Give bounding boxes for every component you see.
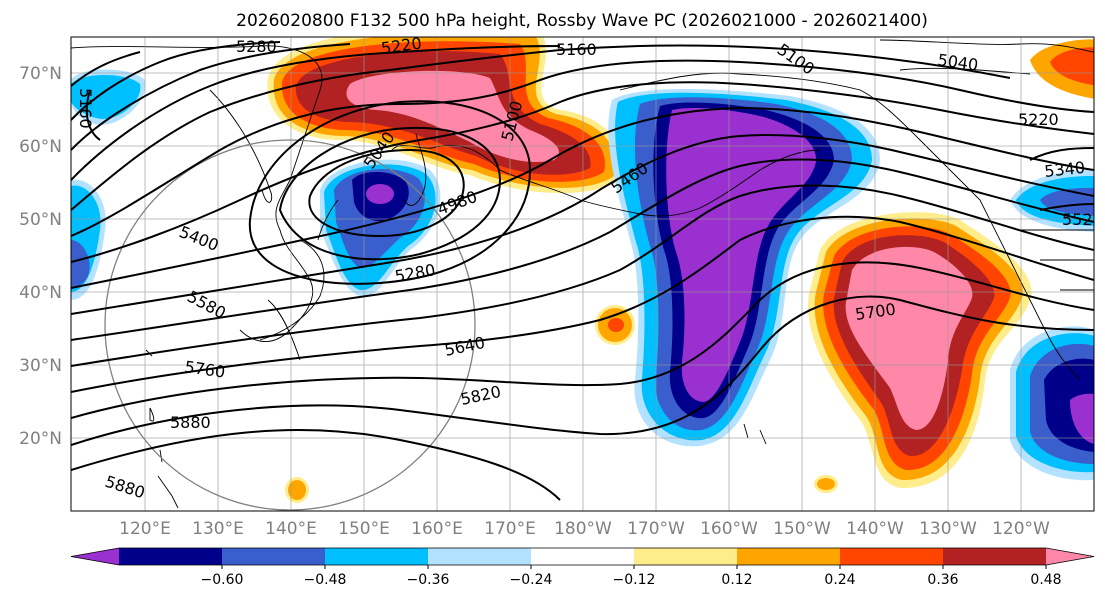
- lon-tick-label: 140°W: [846, 519, 904, 539]
- colorbar-swatch: [222, 548, 326, 565]
- colorbar-extend-max: [1046, 548, 1094, 565]
- height-contours: [71, 41, 1094, 501]
- lon-tick-label: 180°W: [554, 519, 612, 539]
- lat-tick-label: 20°N: [19, 429, 62, 449]
- colorbar-swatch: [737, 548, 841, 565]
- lat-tick-label: 50°N: [19, 210, 62, 230]
- contour-label: 5280: [236, 37, 277, 56]
- lat-tick-label: 60°N: [19, 137, 62, 157]
- negative-anomaly-west: [320, 159, 441, 297]
- colorbar-swatch: [428, 548, 532, 565]
- colorbar-swatch: [531, 548, 635, 565]
- colorbar-tick-label: −0.60: [201, 572, 244, 588]
- lon-tick-label: 170°W: [627, 519, 685, 539]
- lon-tick-label: 150°E: [338, 519, 390, 539]
- colorbar-tick-label: −0.36: [407, 572, 450, 588]
- contour-label: 5220: [1018, 110, 1059, 129]
- colorbar-outline: [70, 547, 1095, 566]
- lon-tick-label: 130°E: [192, 519, 244, 539]
- lon-tick-label: 120°E: [119, 519, 171, 539]
- colorbar-tick-label: −0.12: [613, 572, 656, 588]
- colorbar-tick-label: 0.48: [1030, 572, 1061, 588]
- contour-label: 5520: [1062, 210, 1103, 229]
- contour-label: 5220: [380, 33, 423, 57]
- colorbar-extend-min: [71, 548, 119, 565]
- lon-tick-label: 160°W: [700, 519, 758, 539]
- colorbar-swatch: [840, 548, 944, 565]
- lon-tick-label: 170°E: [484, 519, 536, 539]
- colorbar-tick-label: 0.24: [824, 572, 855, 588]
- latitude-ticks: 70°N 60°N 50°N 40°N 30°N 20°N: [19, 64, 62, 449]
- lat-tick-label: 30°N: [19, 356, 62, 376]
- lat-tick-label: 70°N: [19, 64, 62, 84]
- gridlines: [71, 37, 1094, 511]
- colorbar: −0.60 −0.48 −0.36 −0.24 −0.12 0.12 0.24 0.36 0.4…: [70, 547, 1095, 588]
- contour-label: 5160: [76, 88, 95, 129]
- colorbar-swatch: [943, 548, 1047, 565]
- colorbar-swatch: [119, 548, 223, 565]
- colorbar-tick-label: −0.48: [304, 572, 347, 588]
- longitude-ticks: 120°E 130°E 140°E 150°E 160°E 170°E 180°…: [119, 519, 1050, 539]
- lon-tick-label: 130°W: [919, 519, 977, 539]
- colorbar-swatch: [325, 548, 429, 565]
- lon-tick-label: 120°W: [992, 519, 1050, 539]
- colorbar-swatch: [634, 548, 738, 565]
- map-frame: [70, 36, 1095, 512]
- colorbar-tick-label: 0.36: [927, 572, 958, 588]
- contour-label: 5340: [1043, 158, 1085, 181]
- negative-anomaly-edges: [71, 69, 1094, 481]
- lon-tick-label: 160°E: [411, 519, 463, 539]
- region-circle: [104, 139, 476, 511]
- colorbar-tick-label: 0.12: [721, 572, 752, 588]
- positive-anomaly-northeast: [1030, 39, 1094, 99]
- map-title: 2026020800 F132 500 hPa height, Rossby W…: [236, 11, 928, 31]
- contour-label: 5880: [170, 413, 211, 432]
- colorbar-tick-label: −0.24: [510, 572, 553, 588]
- positive-anomaly-north: [267, 37, 622, 194]
- contour-label: 5160: [556, 40, 597, 59]
- map-area: 5280 5220 5160 5100 5040 5220 5340 5520 …: [71, 33, 1103, 511]
- lon-tick-label: 150°W: [773, 519, 831, 539]
- lat-tick-label: 40°N: [19, 283, 62, 303]
- lon-tick-label: 140°E: [265, 519, 317, 539]
- negative-anomaly-central: [608, 89, 880, 447]
